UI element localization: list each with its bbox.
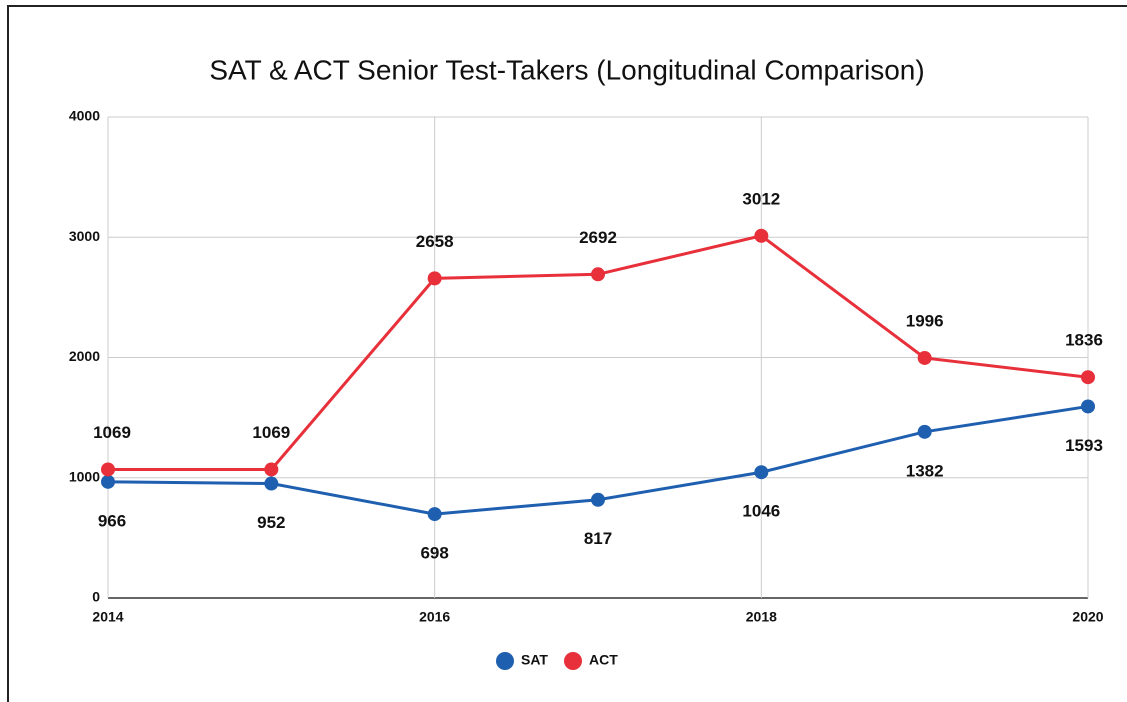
- data-label: 3012: [742, 189, 780, 208]
- legend-marker: [564, 652, 582, 670]
- data-label: 1069: [252, 423, 290, 442]
- point: [591, 267, 605, 282]
- data-label: 2658: [416, 232, 454, 251]
- point: [754, 228, 769, 243]
- legend-label: SAT: [521, 652, 548, 668]
- data-label: 2692: [579, 228, 617, 247]
- data-label: 952: [257, 513, 285, 532]
- data-label: 1836: [1065, 331, 1103, 350]
- y-tick-label: 2000: [69, 348, 100, 364]
- y-tick-label: 0: [92, 589, 100, 605]
- point: [917, 424, 932, 439]
- y-tick-label: 4000: [69, 108, 100, 124]
- data-label: 817: [584, 529, 612, 548]
- data-label: 1069: [93, 423, 131, 442]
- data-label: 1996: [906, 311, 944, 330]
- point: [754, 465, 769, 480]
- data-label: 1593: [1065, 436, 1103, 455]
- data-label: 698: [420, 544, 448, 563]
- point: [1081, 399, 1095, 414]
- point: [427, 271, 442, 286]
- point: [264, 476, 279, 491]
- x-tick-label: 2020: [1072, 609, 1103, 625]
- y-tick-label: 3000: [69, 228, 100, 244]
- point: [101, 462, 115, 477]
- chart-title: SAT & ACT Senior Test-Takers (Longitudin…: [209, 54, 924, 85]
- point: [591, 492, 605, 507]
- x-tick-label: 2014: [92, 609, 123, 625]
- data-label: 1382: [906, 461, 944, 480]
- data-label: 1046: [742, 502, 780, 521]
- y-tick-label: 1000: [69, 468, 100, 484]
- point: [1081, 370, 1095, 385]
- data-label: 966: [98, 511, 126, 530]
- point: [917, 350, 932, 365]
- x-tick-label: 2016: [419, 609, 450, 625]
- point: [101, 474, 115, 489]
- x-tick-label: 2018: [746, 609, 777, 625]
- frame: [7, 5, 1127, 702]
- legend-marker: [496, 652, 514, 670]
- point: [264, 462, 279, 477]
- point: [427, 507, 442, 522]
- legend-label: ACT: [589, 652, 618, 668]
